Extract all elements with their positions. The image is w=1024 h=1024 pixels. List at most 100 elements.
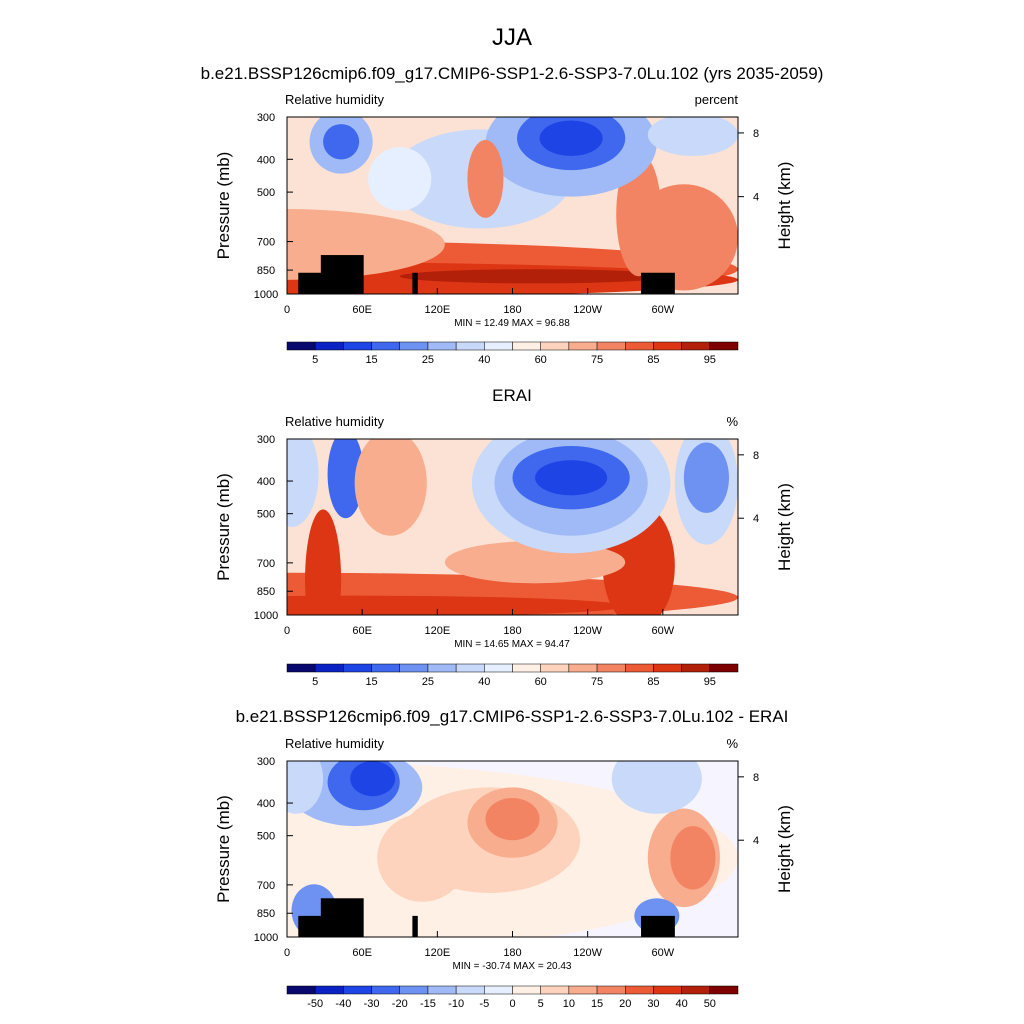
y-tick-label: 300 bbox=[257, 756, 275, 768]
colorbar-swatch bbox=[540, 985, 570, 995]
colorbar-label: 5 bbox=[312, 354, 318, 366]
contour-region bbox=[683, 442, 729, 513]
y-right-tick-label: 4 bbox=[753, 513, 759, 525]
y-tick-label: 500 bbox=[257, 509, 275, 521]
contour-region bbox=[539, 120, 603, 156]
y-right-axis-title: Height (km) bbox=[775, 483, 794, 571]
colorbar-swatch bbox=[455, 341, 485, 351]
colorbar-label: 95 bbox=[704, 354, 716, 366]
colorbar-label: 75 bbox=[591, 354, 603, 366]
x-tick-label: 120W bbox=[573, 304, 602, 316]
y-right-tick-label: 8 bbox=[753, 772, 759, 784]
colorbar-label: -20 bbox=[392, 998, 408, 1010]
panel-right-label: % bbox=[726, 414, 738, 429]
colorbar-swatch bbox=[596, 341, 626, 351]
contour-region bbox=[323, 124, 360, 160]
colorbar-swatch bbox=[512, 341, 541, 351]
y-tick-label: 300 bbox=[257, 112, 275, 124]
y-right-axis-title: Height (km) bbox=[775, 805, 794, 893]
colorbar-swatch bbox=[625, 663, 654, 673]
colorbar-swatch bbox=[427, 985, 457, 995]
topography-mask bbox=[412, 915, 418, 937]
colorbar-label: 15 bbox=[591, 998, 603, 1010]
x-tick-label: 0 bbox=[284, 304, 290, 316]
topography-mask bbox=[641, 915, 675, 937]
topography-mask bbox=[329, 272, 338, 294]
x-tick-label: 120W bbox=[573, 625, 602, 637]
colorbar-swatch bbox=[653, 663, 682, 673]
colorbar-swatch bbox=[540, 341, 570, 351]
x-tick-label: 60E bbox=[352, 625, 372, 637]
y-tick-label: 1000 bbox=[254, 932, 278, 944]
contour-region bbox=[611, 761, 702, 814]
colorbar-label: 40 bbox=[676, 998, 688, 1010]
colorbar-label: 40 bbox=[478, 354, 490, 366]
y-tick-label: 300 bbox=[257, 434, 275, 446]
colorbar-swatch bbox=[343, 663, 372, 673]
contour-field bbox=[287, 761, 738, 937]
contour-region bbox=[287, 439, 319, 527]
x-tick-label: 60W bbox=[652, 304, 675, 316]
y-tick-label: 500 bbox=[257, 187, 275, 199]
colorbar-swatch bbox=[343, 341, 372, 351]
colorbar-swatch bbox=[399, 985, 429, 995]
colorbar-label: 20 bbox=[619, 998, 631, 1010]
topography-mask bbox=[320, 898, 364, 937]
topography-mask bbox=[641, 272, 675, 294]
colorbar-label: -5 bbox=[479, 998, 489, 1010]
colorbar-swatch bbox=[709, 341, 739, 351]
colorbar-swatch bbox=[681, 985, 711, 995]
panel-title: b.e21.BSSP126cmip6.f09_g17.CMIP6-SSP1-2.… bbox=[201, 64, 824, 83]
colorbar-swatch bbox=[484, 341, 513, 351]
x-tick-label: 60W bbox=[652, 947, 675, 959]
x-tick-label: 180 bbox=[503, 304, 521, 316]
stats-label: MIN = 14.65 MAX = 94.47 bbox=[454, 639, 570, 650]
contour-region bbox=[377, 813, 468, 902]
y-tick-label: 700 bbox=[257, 880, 275, 892]
y-tick-label: 1000 bbox=[254, 289, 278, 301]
colorbar-swatch bbox=[709, 985, 739, 995]
topography-mask bbox=[329, 915, 338, 937]
colorbar-swatch bbox=[455, 663, 485, 673]
y-right-tick-label: 8 bbox=[753, 450, 759, 462]
colorbar-swatch bbox=[512, 663, 541, 673]
y-axis-title: Pressure (mb) bbox=[214, 795, 233, 903]
x-tick-label: 60E bbox=[352, 304, 372, 316]
contour-region bbox=[670, 826, 716, 890]
contour-field bbox=[287, 439, 738, 615]
figure-title: JJA bbox=[492, 24, 532, 51]
colorbar-swatch bbox=[314, 341, 344, 351]
colorbar-label: -10 bbox=[448, 998, 464, 1010]
contour-field bbox=[287, 117, 738, 294]
y-right-tick-label: 8 bbox=[753, 128, 759, 140]
y-right-tick-label: 4 bbox=[753, 835, 759, 847]
contour-region bbox=[287, 595, 626, 615]
y-tick-label: 1000 bbox=[254, 610, 278, 622]
panel-title: b.e21.BSSP126cmip6.f09_g17.CMIP6-SSP1-2.… bbox=[236, 707, 789, 726]
colorbar-swatch bbox=[286, 341, 316, 351]
colorbar-swatch bbox=[681, 341, 711, 351]
colorbar-label: 25 bbox=[422, 676, 434, 688]
x-tick-label: 0 bbox=[284, 625, 290, 637]
contour-region bbox=[287, 761, 324, 814]
panel-right-label: percent bbox=[695, 92, 739, 107]
colorbar-swatch bbox=[484, 985, 513, 995]
x-tick-label: 120E bbox=[424, 625, 450, 637]
colorbar-swatch bbox=[596, 663, 626, 673]
x-tick-label: 180 bbox=[503, 625, 521, 637]
x-tick-label: 60E bbox=[352, 947, 372, 959]
colorbar-swatch bbox=[343, 985, 372, 995]
colorbar-swatch bbox=[484, 663, 513, 673]
colorbar-swatch bbox=[568, 985, 598, 995]
colorbar-label: 60 bbox=[535, 354, 547, 366]
y-axis-title: Pressure (mb) bbox=[214, 473, 233, 581]
colorbar-swatch bbox=[653, 985, 682, 995]
colorbar-swatch bbox=[371, 341, 400, 351]
colorbar-swatch bbox=[427, 663, 457, 673]
colorbar-swatch bbox=[399, 663, 429, 673]
colorbar-swatch bbox=[709, 663, 739, 673]
panel-left-label: Relative humidity bbox=[285, 92, 384, 107]
colorbar-label: 5 bbox=[538, 998, 544, 1010]
y-right-axis-title: Height (km) bbox=[775, 162, 794, 250]
